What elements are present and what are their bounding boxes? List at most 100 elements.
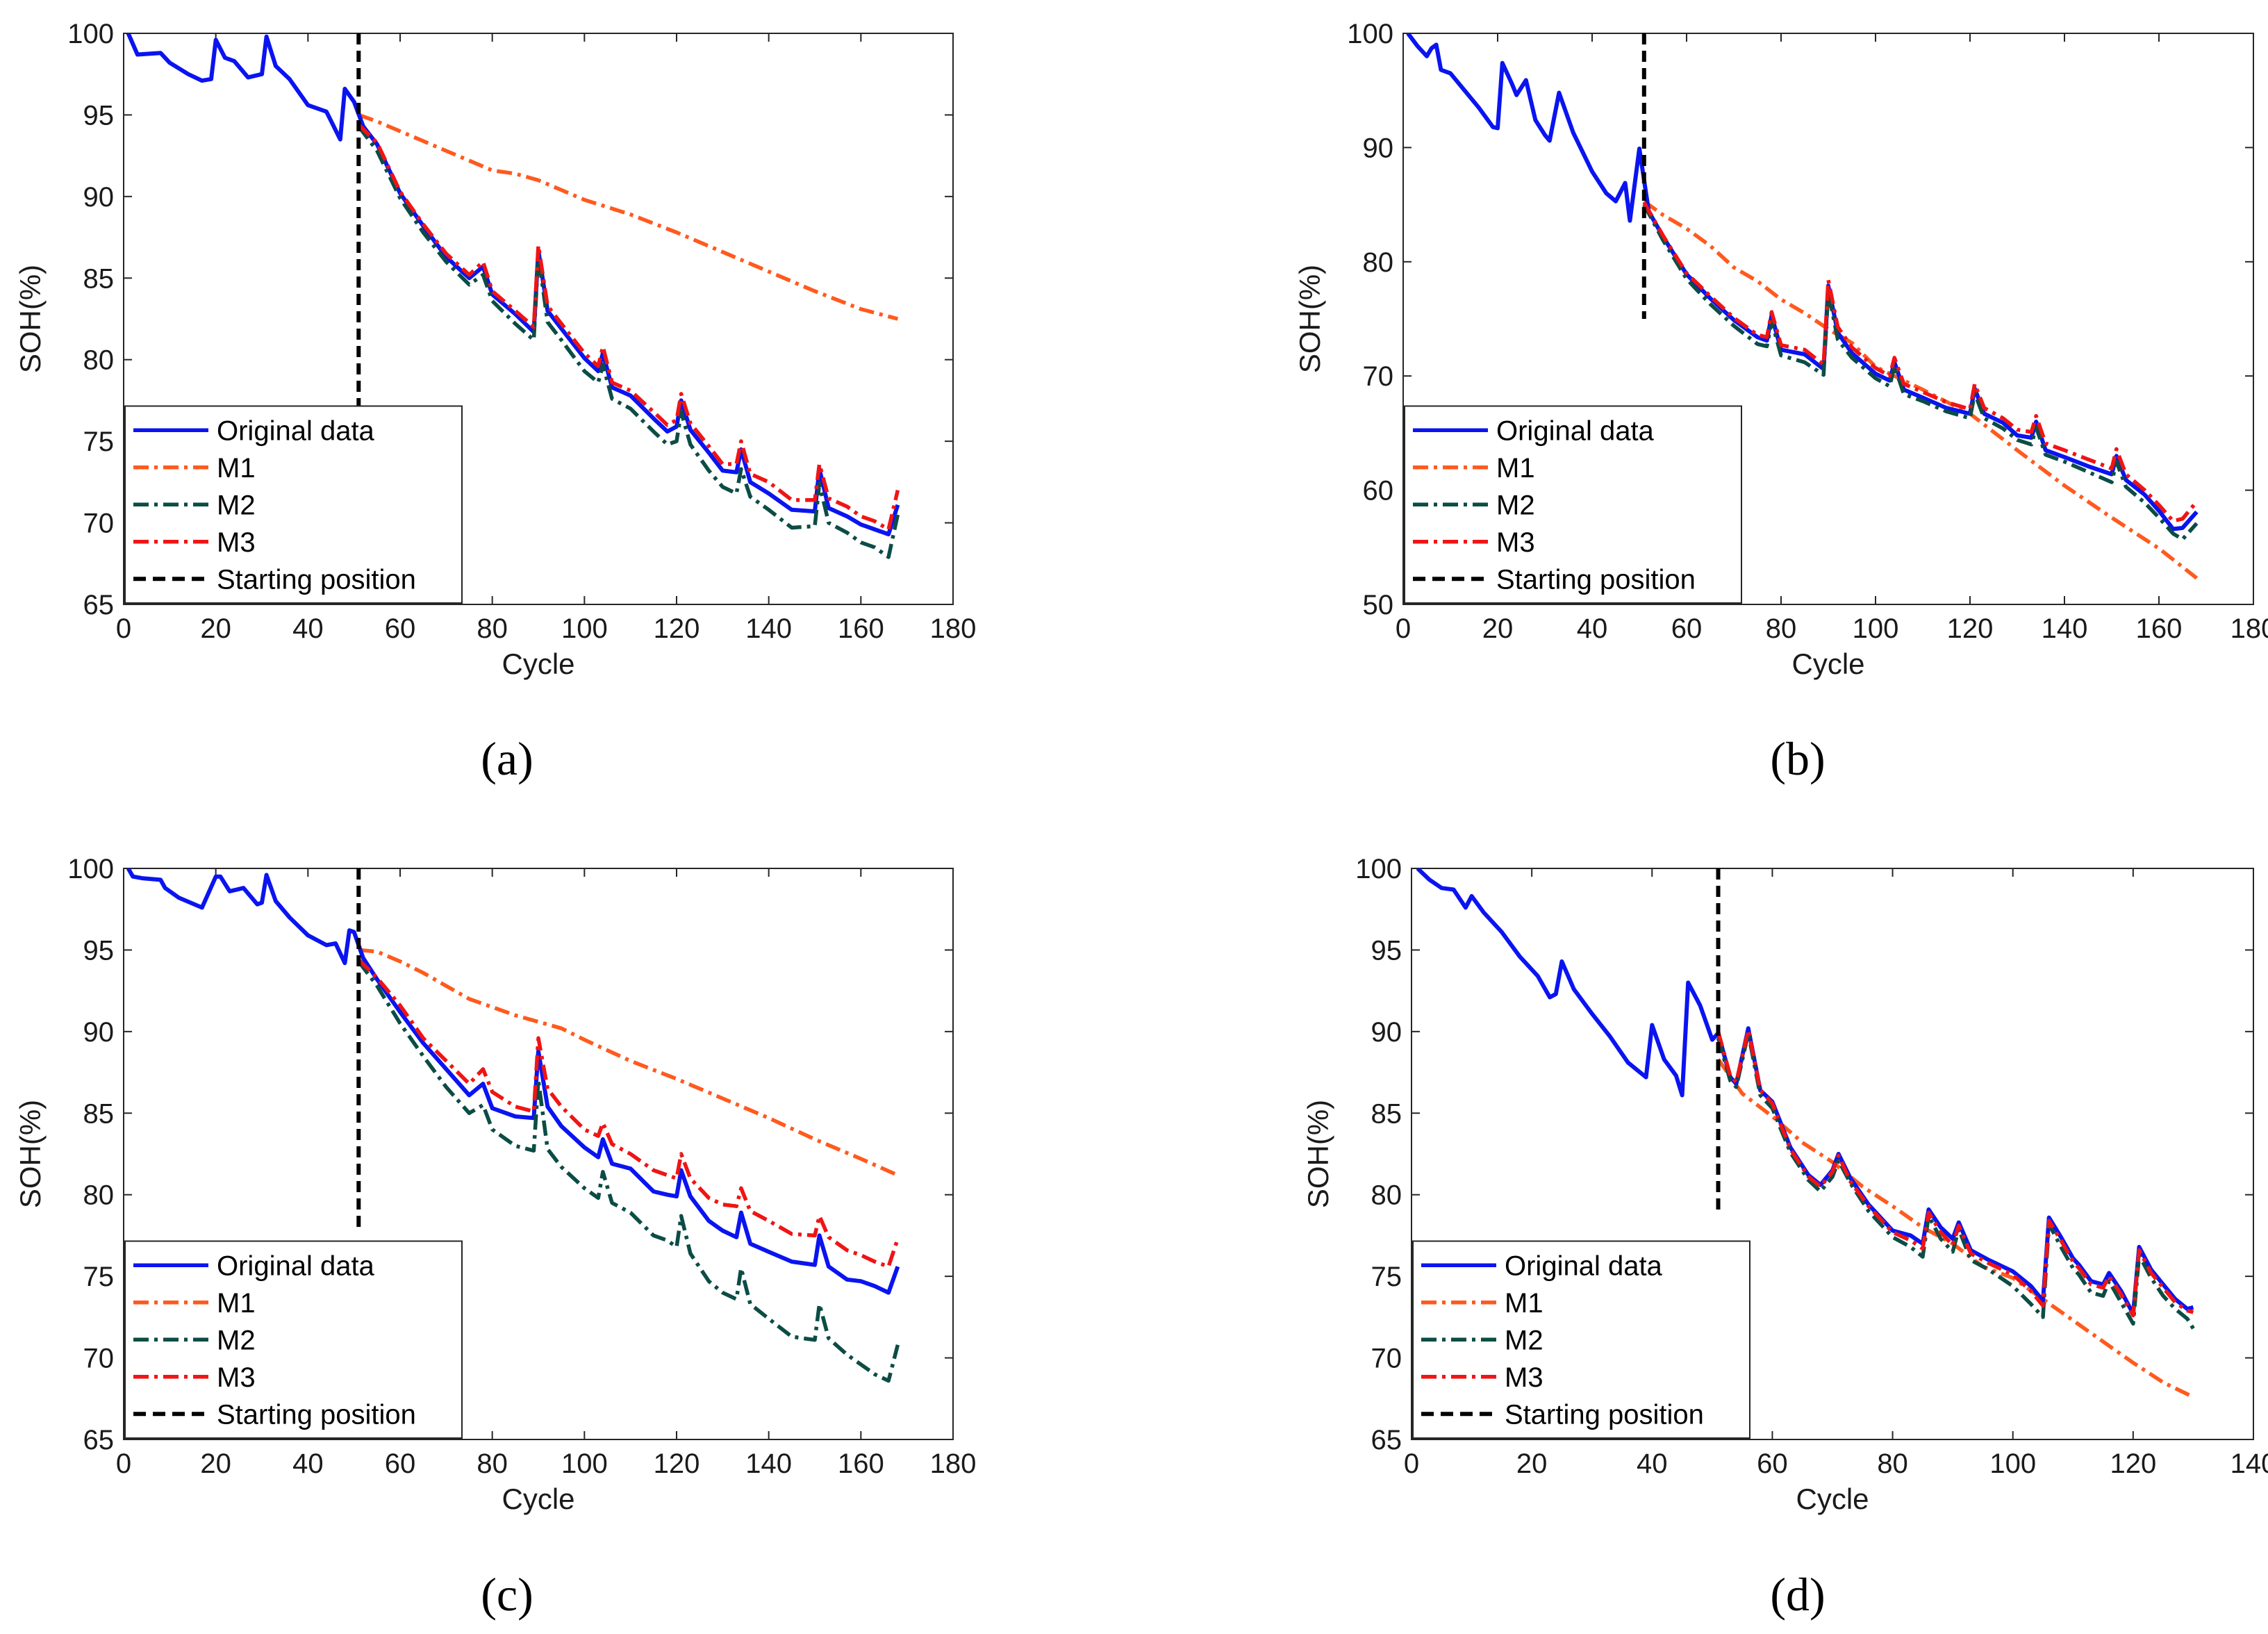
legend-label-m2: M2 <box>217 490 256 520</box>
x-tick-label: 120 <box>654 613 700 644</box>
legend-box <box>1412 1240 1750 1439</box>
x-tick-label: 180 <box>930 1449 977 1479</box>
legend-label-m1: M1 <box>1496 453 1535 484</box>
series-line-m3 <box>357 958 900 1269</box>
x-tick-label: 140 <box>2042 613 2088 644</box>
x-tick-label: 140 <box>745 1449 792 1479</box>
legend-label-m3: M3 <box>1496 527 1535 558</box>
x-tick-label: 20 <box>200 1449 231 1479</box>
x-tick-label: 0 <box>1396 613 1411 644</box>
panel-label-c: (c) <box>481 1568 533 1621</box>
y-tick-label: 85 <box>1371 1098 1402 1129</box>
y-tick-label: 75 <box>1371 1262 1402 1292</box>
y-tick-label: 80 <box>1363 247 1394 278</box>
series-line-m1 <box>358 948 899 1178</box>
series-line-original <box>126 33 900 536</box>
x-tick-label: 120 <box>2110 1449 2156 1479</box>
x-tick-label: 20 <box>1482 613 1514 644</box>
plot-area-frame <box>1402 33 2254 605</box>
series-line-m2 <box>357 125 900 559</box>
legend-label-original: Original data <box>217 415 375 446</box>
panel-label-d: (d) <box>1770 1568 1825 1621</box>
y-tick-label: 95 <box>83 100 115 131</box>
series-group <box>126 33 900 559</box>
y-tick-label: 60 <box>1363 476 1394 506</box>
legend-label-start: Starting position <box>1496 564 1696 595</box>
x-tick-label: 40 <box>1577 613 1608 644</box>
legend-label-m1: M1 <box>217 453 256 484</box>
legend-label-m2: M2 <box>217 1325 256 1355</box>
legend-label-start: Starting position <box>1505 1399 1704 1430</box>
legend-label-m1: M1 <box>1505 1288 1543 1319</box>
plot-area-frame <box>1411 868 2254 1440</box>
series-line-m3 <box>1716 1028 2194 1318</box>
series-line-m3 <box>1642 201 2199 523</box>
series-line-m2 <box>1642 204 2199 542</box>
series-line-original <box>1416 868 2194 1317</box>
legend-label-m1: M1 <box>217 1288 256 1319</box>
x-tick-label: 40 <box>292 1449 324 1479</box>
series-line-m1 <box>1643 199 2199 580</box>
legend-box <box>124 405 463 604</box>
y-tick-label: 70 <box>83 509 115 539</box>
x-tick-label: 40 <box>292 613 324 644</box>
legend: Original data M1 M2 M3 Starting position <box>1412 1240 1750 1439</box>
y-tick-label: 80 <box>1371 1180 1402 1211</box>
legend-label-m2: M2 <box>1505 1325 1543 1355</box>
legend-box <box>124 1240 463 1439</box>
panel-label-b: (b) <box>1770 732 1825 785</box>
y-tick-label: 80 <box>83 1180 115 1211</box>
x-tick-label: 80 <box>1766 613 1797 644</box>
legend-label-m3: M3 <box>217 527 256 558</box>
x-tick-label: 100 <box>561 613 608 644</box>
y-tick-label: 100 <box>1355 854 1402 884</box>
x-tick-label: 0 <box>116 613 131 644</box>
chart-panel-d: 0 20 40 60 80 100 120 140 65 70 75 80 85 90 95 100 Cycle… <box>1302 854 2268 1515</box>
panel-label-a: (a) <box>481 732 533 785</box>
legend-label-original: Original data <box>1505 1251 1663 1281</box>
y-tick-label: 75 <box>83 427 115 457</box>
y-tick-label: 70 <box>83 1344 115 1374</box>
x-tick-label: 140 <box>745 613 792 644</box>
x-tick-label: 160 <box>838 1449 884 1479</box>
series-group <box>1416 868 2195 1399</box>
x-tick-label: 60 <box>385 613 416 644</box>
x-axis-title: Cycle <box>1796 1483 1869 1515</box>
legend-label-m2: M2 <box>1496 490 1535 520</box>
y-tick-label: 80 <box>83 345 115 376</box>
x-tick-label: 140 <box>2230 1449 2268 1479</box>
x-axis-title: Cycle <box>502 1483 574 1515</box>
y-tick-label: 90 <box>1371 1017 1402 1048</box>
x-tick-label: 180 <box>930 613 977 644</box>
x-axis-title: Cycle <box>502 647 574 680</box>
y-tick-label: 85 <box>83 1098 115 1129</box>
series-group <box>1406 33 2199 580</box>
y-axis-title: SOH(%) <box>1293 265 1326 373</box>
series-line-m1 <box>358 113 899 321</box>
plot-area-frame <box>123 33 954 605</box>
x-tick-label: 20 <box>200 613 231 644</box>
x-tick-label: 160 <box>838 613 884 644</box>
y-tick-label: 100 <box>67 854 114 884</box>
x-tick-label: 160 <box>2136 613 2183 644</box>
legend-label-m3: M3 <box>217 1362 256 1393</box>
legend: Original data M1 M2 M3 Starting position <box>1404 405 1742 604</box>
x-tick-label: 120 <box>654 1449 700 1479</box>
x-tick-label: 100 <box>1989 1449 2036 1479</box>
series-group <box>126 868 900 1383</box>
y-tick-label: 90 <box>83 182 115 213</box>
x-tick-label: 60 <box>1671 613 1703 644</box>
x-tick-label: 20 <box>1516 1449 1548 1479</box>
x-axis-title: Cycle <box>1791 647 1864 680</box>
y-axis-title: SOH(%) <box>14 265 47 373</box>
x-tick-label: 100 <box>561 1449 608 1479</box>
x-tick-label: 80 <box>477 1449 508 1479</box>
y-axis-title: SOH(%) <box>1302 1100 1334 1208</box>
legend-label-original: Original data <box>1496 415 1655 446</box>
y-tick-label: 95 <box>83 935 115 966</box>
legend-box <box>1404 405 1742 604</box>
x-tick-label: 0 <box>1404 1449 1419 1479</box>
y-tick-label: 50 <box>1363 590 1394 620</box>
plot-area-frame <box>123 868 954 1440</box>
